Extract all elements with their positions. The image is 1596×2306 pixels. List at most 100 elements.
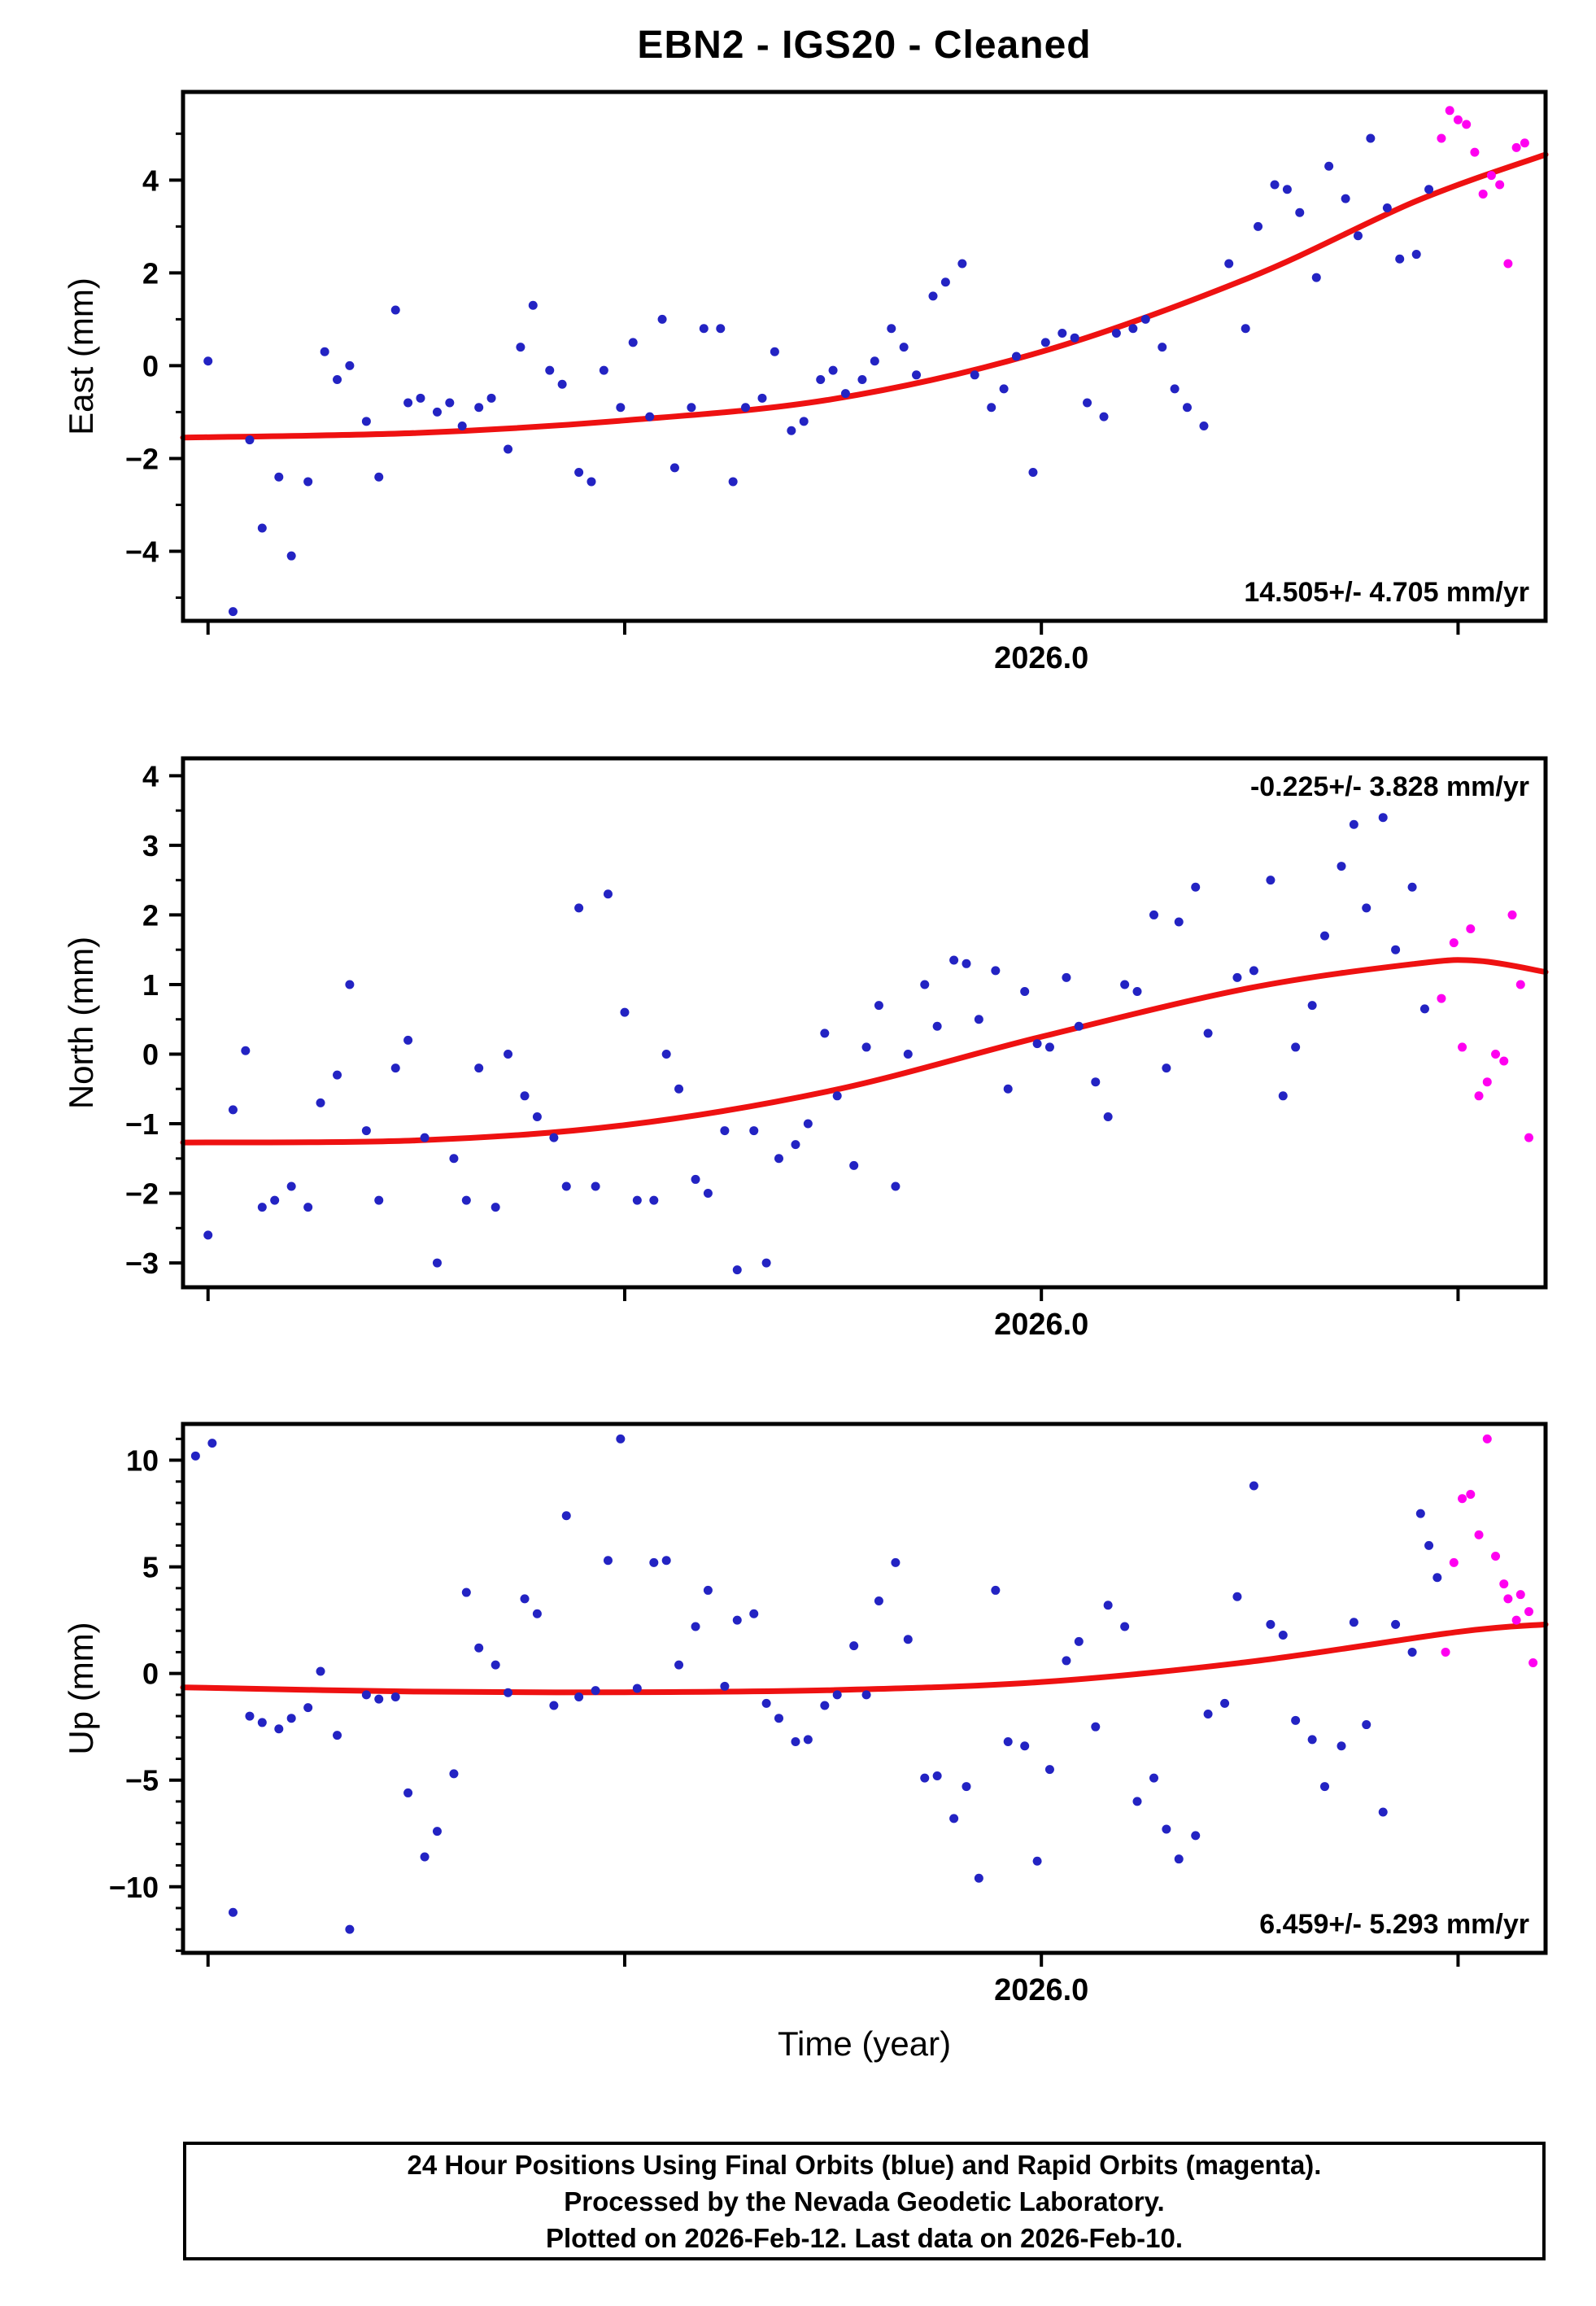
final_orbits-point <box>374 472 384 482</box>
final_orbits-point <box>774 1154 783 1164</box>
final_orbits-point <box>787 426 796 435</box>
final_orbits-point <box>1120 980 1130 989</box>
final_orbits-point <box>974 1015 983 1024</box>
final_orbits-point <box>1232 972 1242 982</box>
final_orbits-point <box>1337 1741 1346 1751</box>
final_orbits-point <box>861 1042 871 1052</box>
rapid_orbits-point <box>1515 980 1525 989</box>
final_orbits-point <box>1362 1720 1371 1730</box>
final_orbits-point <box>874 1596 883 1606</box>
final_orbits-point <box>1224 259 1234 269</box>
y-tick-label: −1 <box>125 1107 159 1141</box>
final_orbits-point <box>1174 917 1184 927</box>
final_orbits-point <box>999 384 1009 394</box>
final_orbits-point <box>1191 882 1201 892</box>
final_orbits-point <box>940 277 950 287</box>
final_orbits-point <box>532 1609 542 1618</box>
final_orbits-point <box>962 959 971 968</box>
final_orbits-point <box>432 1258 442 1268</box>
final_orbits-point <box>1162 1063 1171 1073</box>
final_orbits-point <box>416 393 425 403</box>
final_orbits-point <box>903 1049 913 1059</box>
final_orbits-point <box>803 1119 813 1129</box>
rapid_orbits-point <box>1507 910 1517 919</box>
final_orbits-point <box>1062 972 1071 982</box>
final_orbits-point <box>491 1660 500 1670</box>
trend-line <box>180 1621 1549 1696</box>
final_orbits-point <box>1149 910 1159 919</box>
final_orbits-point <box>1032 1039 1042 1049</box>
final_orbits-point <box>761 1258 771 1268</box>
final_orbits-point <box>974 1873 983 1883</box>
final_orbits-point <box>703 1585 713 1595</box>
final_orbits-point <box>820 1701 830 1710</box>
final_orbits-point <box>632 1684 642 1693</box>
rapid_orbits-point <box>1491 1049 1501 1059</box>
rapid_orbits-point <box>1528 1658 1538 1668</box>
final_orbits-point <box>1099 412 1109 421</box>
final_orbits-point <box>887 324 896 334</box>
x-axis-label: Time (year) <box>777 2024 952 2063</box>
final_orbits-point <box>390 1692 400 1701</box>
rapid_orbits-point <box>1482 1434 1492 1443</box>
final_orbits-point <box>228 1105 238 1115</box>
final_orbits-point <box>757 393 767 403</box>
rapid_orbits-point <box>1462 120 1472 129</box>
final_orbits-point <box>274 1724 284 1734</box>
final_orbits-point <box>207 1439 217 1448</box>
final_orbits-point <box>286 551 296 561</box>
rapid_orbits-point <box>1445 106 1454 116</box>
final_orbits-point <box>1074 1021 1084 1031</box>
final_orbits-point <box>661 1556 671 1566</box>
final_orbits-point <box>732 1265 742 1275</box>
final_orbits-point <box>1362 903 1371 913</box>
caption-plot-dates: Plotted on 2026-Feb-12. Last data on 202… <box>545 2222 1184 2253</box>
rapid_orbits-point <box>1466 1489 1476 1499</box>
final_orbits-point <box>228 1907 238 1917</box>
y-tick-label: 10 <box>126 1444 159 1478</box>
final_orbits-point <box>832 1690 842 1700</box>
final_orbits-point <box>241 1046 251 1055</box>
final_orbits-point <box>849 1160 859 1170</box>
final_orbits-point <box>1395 254 1405 264</box>
final_orbits-point <box>874 1001 883 1011</box>
final_orbits-point <box>1307 1001 1317 1011</box>
final_orbits-point <box>1320 931 1330 941</box>
final_orbits-point <box>970 370 979 380</box>
caption-box: 24 Hour Positions Using Final Orbits (bl… <box>183 2142 1546 2260</box>
final_orbits-point <box>649 1195 659 1205</box>
final_orbits-point <box>316 1666 325 1676</box>
rapid_orbits-point <box>1524 1607 1534 1617</box>
final_orbits-point <box>1353 231 1363 241</box>
final_orbits-point <box>1366 133 1376 143</box>
final_orbits-point <box>316 1098 325 1107</box>
final_orbits-point <box>1349 819 1358 829</box>
final_orbits-point <box>504 444 513 454</box>
final_orbits-point <box>574 1692 584 1701</box>
final_orbits-point <box>1158 343 1167 352</box>
final_orbits-point <box>461 1195 471 1205</box>
final_orbits-point <box>274 472 284 482</box>
final_orbits-point <box>1103 1112 1113 1121</box>
final_orbits-point <box>816 375 826 385</box>
final_orbits-point <box>303 477 313 487</box>
final_orbits-point <box>691 1174 700 1184</box>
final_orbits-point <box>741 403 751 413</box>
final_orbits-point <box>1278 1091 1288 1101</box>
final_orbits-point <box>674 1660 684 1670</box>
final_orbits-point <box>991 1585 1001 1595</box>
final_orbits-point <box>820 1029 830 1038</box>
rate-annotation: 14.505+/- 4.705 mm/yr <box>1244 577 1529 608</box>
final_orbits-point <box>803 1735 813 1745</box>
final_orbits-point <box>1083 398 1092 408</box>
final_orbits-point <box>420 1852 430 1862</box>
final_orbits-point <box>1020 1741 1030 1751</box>
final_orbits-point <box>591 1181 600 1191</box>
final_orbits-point <box>320 347 329 356</box>
final_orbits-point <box>445 398 455 408</box>
final_orbits-point <box>1311 273 1321 282</box>
final_orbits-point <box>761 1698 771 1708</box>
final_orbits-point <box>1182 403 1192 413</box>
final_orbits-point <box>286 1714 296 1723</box>
